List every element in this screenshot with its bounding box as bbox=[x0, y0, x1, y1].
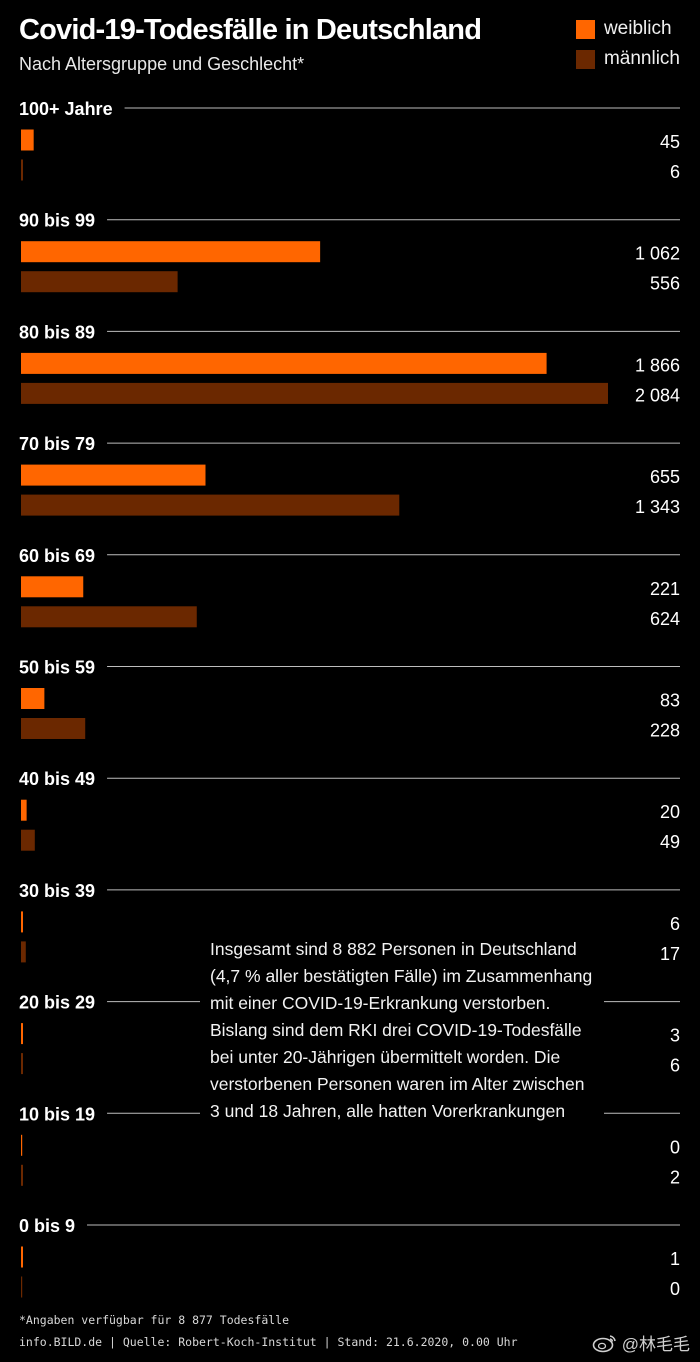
watermark: @林毛毛 bbox=[592, 1330, 690, 1355]
data-label: 556 bbox=[650, 274, 680, 294]
data-label: 3 bbox=[670, 1026, 680, 1046]
bar-maennlich bbox=[21, 1053, 23, 1075]
data-label: 624 bbox=[650, 609, 680, 629]
legend-item-maennlich: männlich bbox=[575, 44, 680, 74]
data-label: 0 bbox=[670, 1137, 680, 1157]
chart-subtitle: Nach Altersgruppe und Geschlecht* bbox=[19, 54, 305, 74]
data-label: 1 866 bbox=[635, 355, 680, 375]
category-label: 50 bis 59 bbox=[19, 658, 95, 678]
data-label: 2 084 bbox=[635, 385, 680, 405]
source-line: info.BILD.de | Quelle: Robert-Koch-Insti… bbox=[19, 1335, 518, 1349]
bar-weiblich bbox=[21, 352, 547, 374]
data-label: 228 bbox=[650, 721, 680, 741]
data-label: 221 bbox=[650, 579, 680, 599]
data-label: 20 bbox=[660, 802, 680, 822]
bar-maennlich bbox=[21, 494, 400, 516]
category-label: 20 bis 29 bbox=[19, 993, 95, 1013]
legend: weiblich männlich bbox=[575, 14, 680, 74]
category-label: 80 bis 89 bbox=[19, 322, 95, 342]
data-label: 45 bbox=[660, 132, 680, 152]
bar-weiblich bbox=[21, 576, 84, 598]
bar-maennlich bbox=[21, 1276, 23, 1298]
bar-weiblich bbox=[21, 911, 23, 933]
bar-maennlich bbox=[21, 829, 35, 851]
bar-maennlich bbox=[21, 718, 86, 739]
bar-weiblich bbox=[21, 1246, 23, 1268]
weibo-icon bbox=[592, 1334, 616, 1352]
bar-maennlich bbox=[21, 159, 23, 181]
data-label: 655 bbox=[650, 467, 680, 487]
category-label: 70 bis 79 bbox=[19, 434, 95, 454]
bar-weiblich bbox=[21, 241, 321, 263]
data-label: 0 bbox=[670, 1279, 680, 1299]
bar-weiblich bbox=[21, 799, 27, 821]
data-label: 49 bbox=[660, 832, 680, 852]
data-label: 6 bbox=[670, 914, 680, 934]
bar-weiblich bbox=[21, 1134, 23, 1156]
bar-maennlich bbox=[21, 271, 178, 293]
category-label: 60 bis 69 bbox=[19, 546, 95, 566]
legend-swatch-maennlich bbox=[575, 49, 595, 69]
data-label: 6 bbox=[670, 1056, 680, 1076]
category-label: 30 bis 39 bbox=[19, 881, 95, 901]
legend-item-weiblich: weiblich bbox=[575, 14, 680, 44]
annotation-note: Insgesamt sind 8 882 Personen in Deutsch… bbox=[200, 936, 604, 1125]
data-label: 1 bbox=[670, 1249, 680, 1269]
legend-swatch-weiblich bbox=[575, 19, 595, 39]
category-label: 40 bis 49 bbox=[19, 769, 95, 789]
category-label: 100+ Jahre bbox=[19, 99, 113, 119]
bar-maennlich bbox=[21, 941, 26, 963]
category-label: 0 bis 9 bbox=[19, 1216, 75, 1236]
legend-label-maennlich: männlich bbox=[603, 48, 680, 69]
bar-weiblich bbox=[21, 464, 206, 486]
data-label: 83 bbox=[660, 691, 680, 711]
bar-weiblich bbox=[21, 129, 34, 151]
data-label: 1 062 bbox=[635, 244, 680, 264]
legend-label-weiblich: weiblich bbox=[603, 18, 672, 39]
bar-weiblich bbox=[21, 1023, 23, 1045]
bar-maennlich bbox=[21, 382, 608, 404]
bar-maennlich bbox=[21, 606, 197, 628]
watermark-text: @林毛毛 bbox=[621, 1335, 690, 1354]
bar-maennlich bbox=[21, 1164, 23, 1186]
data-label: 6 bbox=[670, 162, 680, 182]
category-label: 10 bis 19 bbox=[19, 1104, 95, 1124]
data-label: 2 bbox=[670, 1167, 680, 1187]
footnote: *Angaben verfügbar für 8 877 Todesfälle bbox=[19, 1313, 290, 1327]
bar-weiblich bbox=[21, 688, 45, 709]
data-label: 17 bbox=[660, 944, 680, 964]
data-label: 1 343 bbox=[635, 497, 680, 517]
chart-title: Covid-19-Todesfälle in Deutschland bbox=[19, 14, 482, 46]
category-label: 90 bis 99 bbox=[19, 211, 95, 231]
